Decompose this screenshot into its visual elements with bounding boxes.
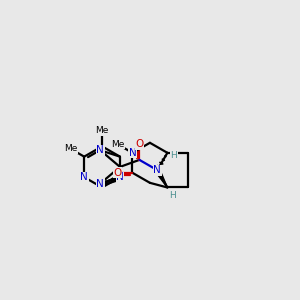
Text: O: O	[135, 140, 143, 149]
Text: N: N	[80, 172, 88, 182]
Text: Me: Me	[95, 127, 109, 136]
Polygon shape	[155, 169, 167, 188]
Text: H: H	[169, 191, 176, 200]
Text: Me: Me	[64, 144, 77, 153]
Text: N: N	[129, 148, 136, 158]
Text: H: H	[170, 151, 177, 160]
Text: N: N	[97, 145, 104, 155]
Text: N: N	[153, 165, 161, 175]
Text: Me: Me	[111, 140, 124, 149]
Text: N: N	[116, 172, 124, 182]
Text: O: O	[113, 168, 122, 178]
Text: N: N	[97, 178, 104, 188]
